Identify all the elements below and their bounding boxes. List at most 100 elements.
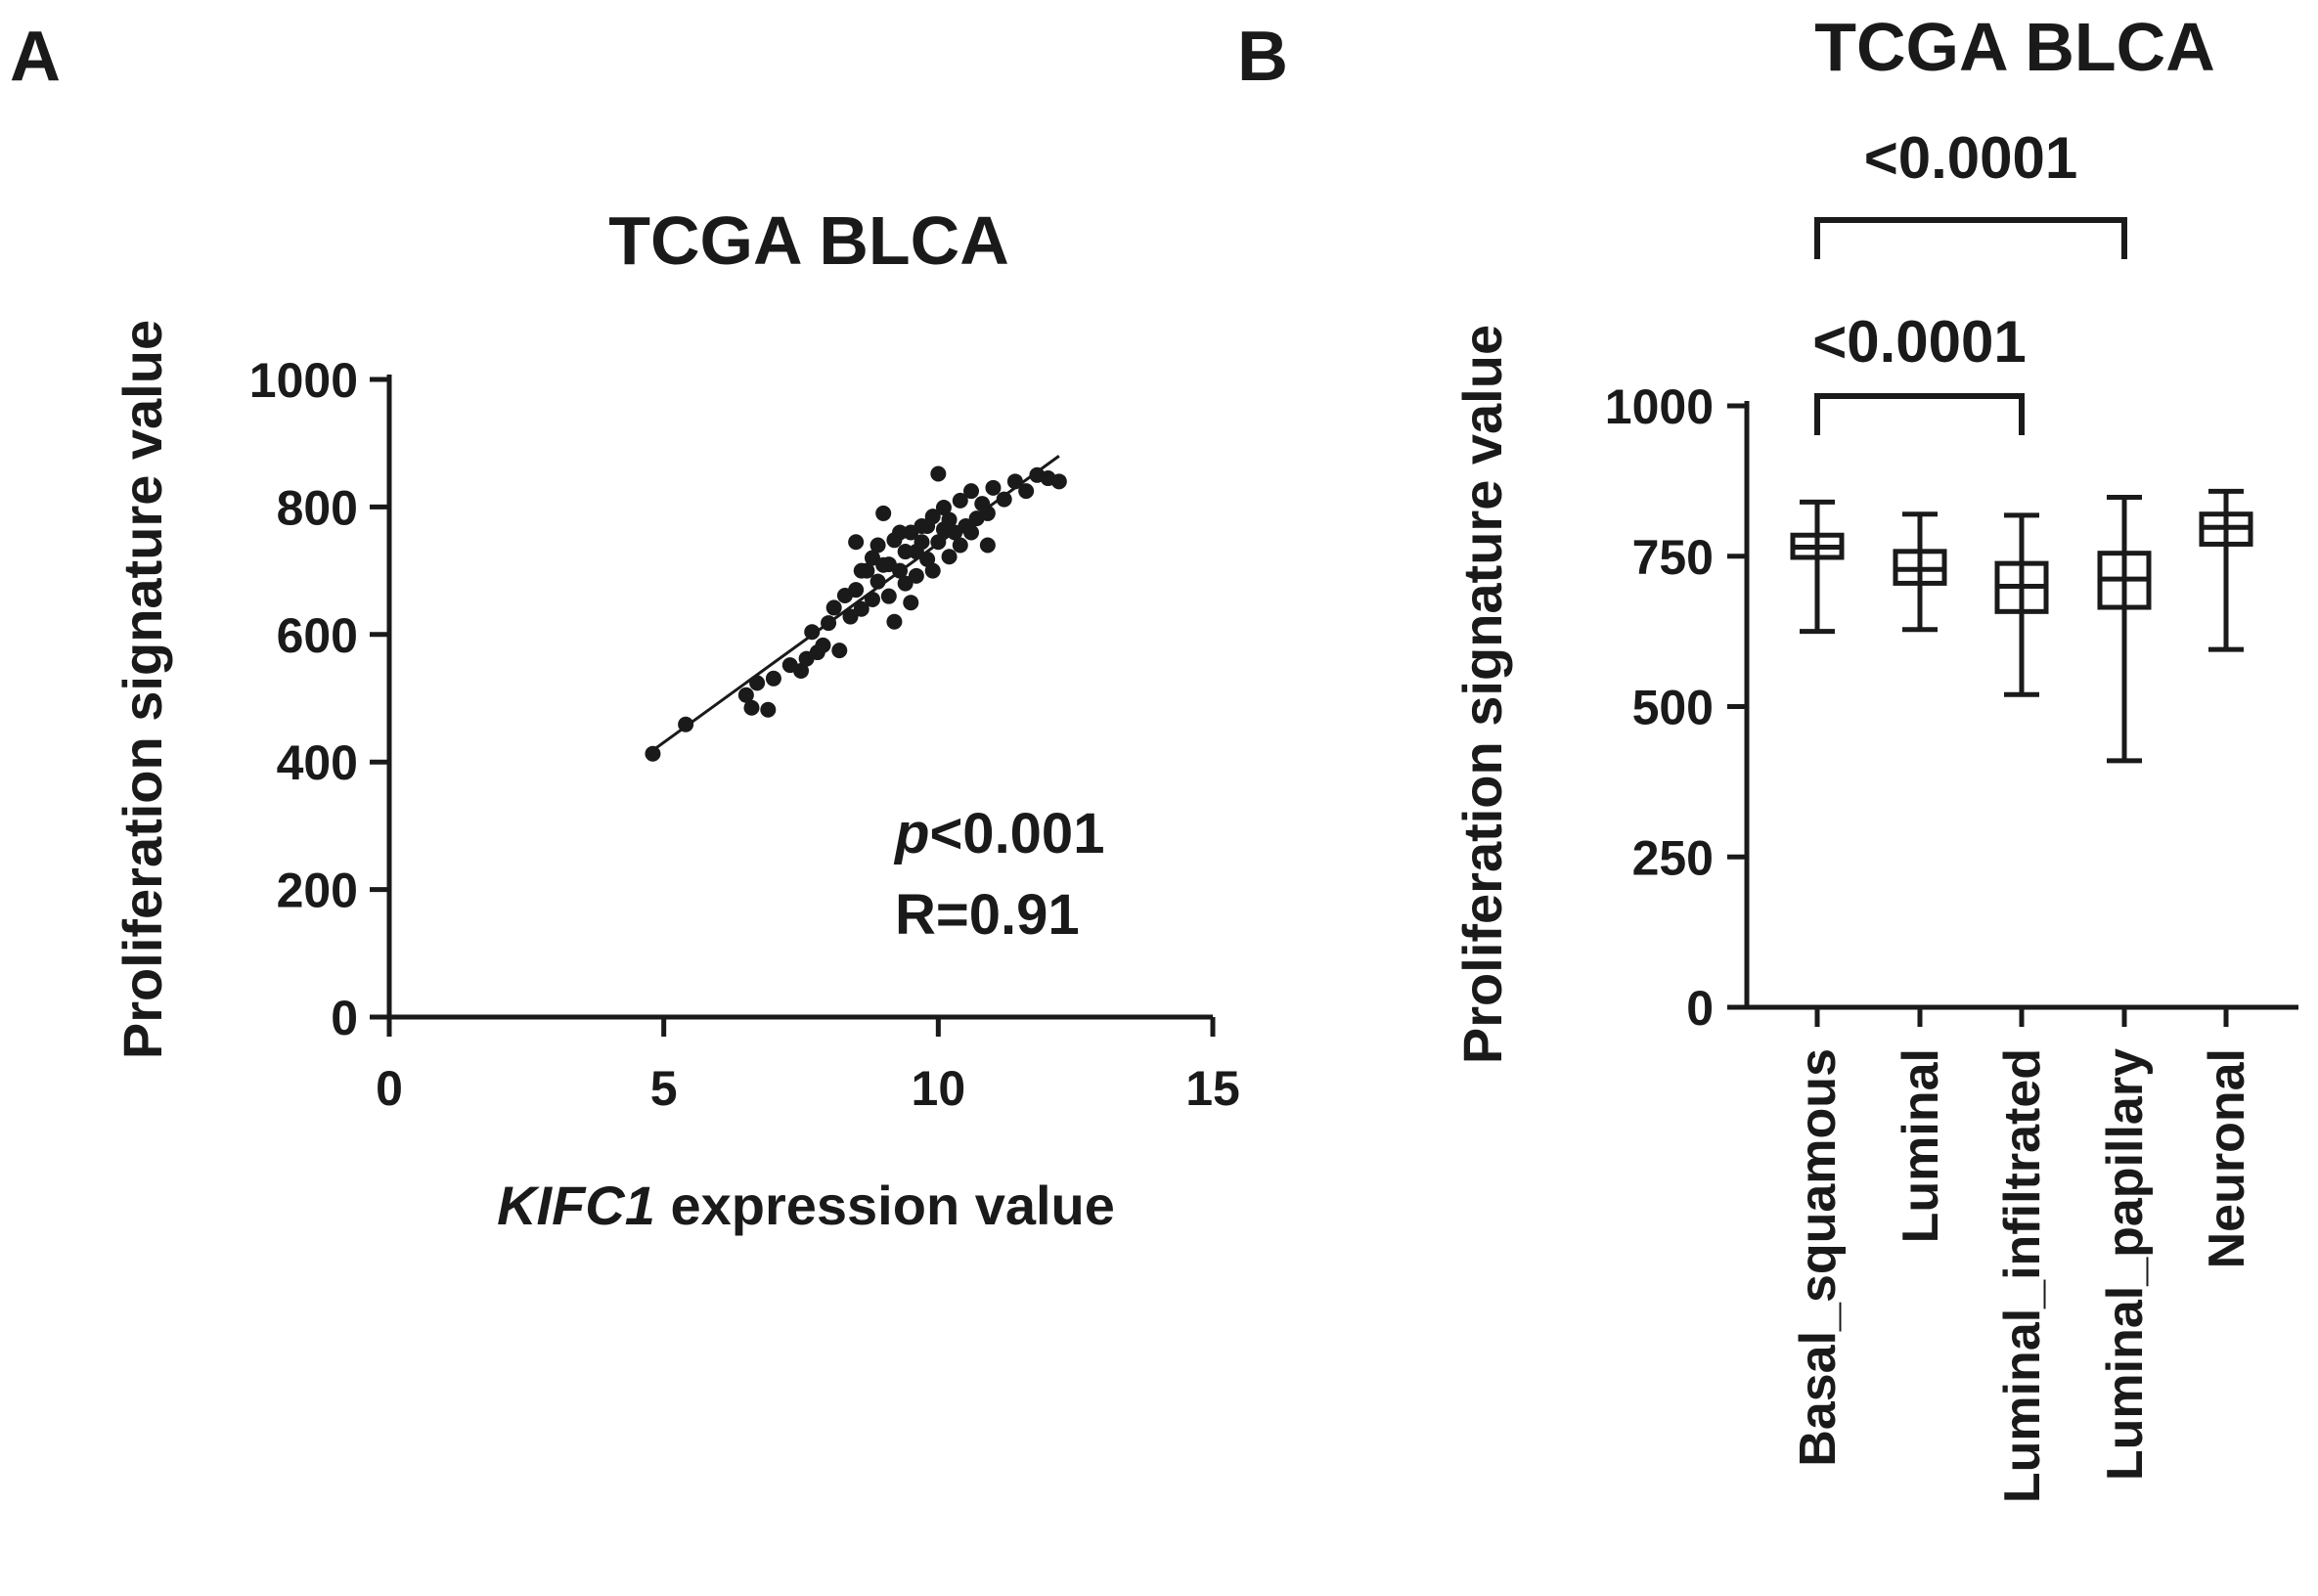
box-chart: TCGA BLCA Proliferation signature value … bbox=[1451, 9, 2298, 1503]
scatter-point bbox=[930, 534, 947, 551]
scatter-point bbox=[853, 600, 869, 617]
box-neuronal bbox=[2199, 488, 2253, 652]
box-category-label: Luminal_infiltrated bbox=[1994, 1048, 2051, 1503]
scatter-y-tick-label: 0 bbox=[331, 991, 358, 1045]
scatter-point bbox=[935, 521, 952, 538]
scatter-point bbox=[952, 537, 968, 554]
scatter-x-axis-label: KIFC1 expression value bbox=[497, 1175, 1115, 1236]
scatter-point bbox=[678, 716, 694, 732]
scatter-point bbox=[963, 483, 980, 500]
box-title: TCGA BLCA bbox=[1814, 9, 2215, 85]
scatter-point bbox=[864, 591, 880, 607]
box-ticks: 0 250 500 750 1000 Basal_squamous Luminal Lumin… bbox=[1605, 379, 2255, 1503]
scatter-point bbox=[793, 662, 809, 679]
scatter-point bbox=[848, 582, 865, 598]
scatter-point bbox=[963, 524, 980, 541]
panel-letter-a: A bbox=[10, 18, 61, 96]
scatter-y-axis-label: Proliferation signature value bbox=[111, 320, 173, 1059]
scatter-point bbox=[645, 745, 661, 762]
scatter-x-axis-label-rest: expression value bbox=[655, 1175, 1115, 1236]
scatter-point bbox=[979, 505, 996, 521]
scatter-x-tick-label: 10 bbox=[912, 1061, 966, 1116]
significance-bracket bbox=[1814, 393, 2025, 435]
scatter-point bbox=[996, 491, 1012, 508]
scatter-point bbox=[897, 544, 914, 560]
scatter-x-tick-label: 5 bbox=[650, 1061, 678, 1116]
scatter-point bbox=[908, 567, 924, 584]
scatter-point bbox=[842, 608, 859, 625]
scatter-point bbox=[804, 624, 821, 641]
box-y-tick-label: 1000 bbox=[1605, 379, 1714, 434]
scatter-y-tick-label: 600 bbox=[277, 608, 358, 663]
box-y-tick-label: 0 bbox=[1686, 981, 1714, 1036]
scatter-y-tick-label: 200 bbox=[277, 864, 358, 918]
scatter-point bbox=[979, 537, 996, 554]
box-y-tick-label: 750 bbox=[1632, 530, 1714, 585]
scatter-point bbox=[760, 701, 777, 718]
scatter-point bbox=[1018, 483, 1035, 500]
box-basal-squamous bbox=[1790, 499, 1845, 635]
scatter-point bbox=[1006, 473, 1023, 490]
scatter-point bbox=[914, 534, 930, 551]
scatter-point bbox=[886, 613, 903, 630]
scatter-title: TCGA BLCA bbox=[608, 202, 1009, 279]
scatter-point bbox=[930, 466, 947, 482]
p-value-annotation: p<0.001 bbox=[893, 802, 1104, 865]
box-luminal bbox=[1893, 511, 1947, 633]
panel-letter-b: B bbox=[1237, 18, 1288, 96]
regression-line bbox=[646, 455, 1060, 756]
scatter-point bbox=[737, 687, 754, 703]
scatter-point bbox=[892, 524, 909, 541]
scatter-point bbox=[831, 643, 848, 659]
scatter-x-tick-label: 15 bbox=[1185, 1061, 1240, 1116]
significance-brackets: <0.0001 <0.0001 bbox=[1812, 125, 2127, 435]
scatter-point bbox=[903, 595, 919, 611]
scatter-point bbox=[919, 517, 936, 534]
scatter-point bbox=[749, 675, 766, 691]
scatter-point bbox=[821, 615, 837, 632]
scatter-point bbox=[941, 549, 958, 565]
scatter-point bbox=[869, 573, 886, 590]
box-y-tick-label: 250 bbox=[1632, 830, 1714, 885]
p-value-symbol: p bbox=[893, 802, 929, 865]
scatter-point bbox=[825, 599, 842, 616]
box-luminal-infiltrated bbox=[1994, 512, 2049, 697]
scatter-point bbox=[924, 562, 941, 579]
p-value-text: <0.001 bbox=[929, 802, 1104, 865]
scatter-point bbox=[848, 534, 865, 551]
significance-bracket bbox=[1814, 217, 2127, 259]
r-value-annotation: R=0.91 bbox=[895, 883, 1080, 947]
scatter-point bbox=[880, 588, 897, 604]
scatter-point bbox=[853, 562, 869, 579]
scatter-point bbox=[864, 550, 880, 566]
box-y-axis-label: Proliferation signature value bbox=[1451, 325, 1513, 1064]
scatter-x-axis-label-gene: KIFC1 bbox=[497, 1175, 655, 1236]
scatter-y-tick-label: 800 bbox=[277, 480, 358, 535]
scatter-point bbox=[815, 637, 831, 653]
scatter-y-tick-label: 400 bbox=[277, 735, 358, 790]
box-series bbox=[1790, 488, 2253, 764]
box-category-label: Luminal bbox=[1893, 1048, 1949, 1243]
box-y-tick-label: 500 bbox=[1632, 681, 1714, 735]
scatter-chart: TCGA BLCA Proliferation signature value … bbox=[111, 202, 1240, 1236]
scatter-points bbox=[645, 466, 1067, 762]
significance-label: <0.0001 bbox=[1812, 309, 2027, 375]
scatter-point bbox=[897, 575, 914, 592]
scatter-point bbox=[743, 699, 760, 716]
box-category-label: Luminal_papillary bbox=[2097, 1048, 2154, 1481]
scatter-point bbox=[952, 492, 968, 509]
scatter-point bbox=[985, 479, 1002, 496]
box-category-label: Basal_squamous bbox=[1790, 1048, 1847, 1467]
scatter-point bbox=[935, 500, 952, 516]
scatter-point bbox=[765, 670, 781, 687]
scatter-axes bbox=[386, 375, 1213, 1020]
scatter-point bbox=[869, 537, 886, 554]
scatter-point bbox=[1050, 473, 1067, 490]
box-category-label: Neuronal bbox=[2199, 1048, 2255, 1268]
scatter-point bbox=[875, 505, 892, 521]
scatter-y-tick-label: 1000 bbox=[249, 353, 358, 408]
scatter-point bbox=[880, 556, 897, 573]
box-luminal-papillary bbox=[2097, 494, 2152, 764]
scatter-ticks: 0 200 400 600 800 1000 0 5 10 15 bbox=[249, 353, 1240, 1116]
